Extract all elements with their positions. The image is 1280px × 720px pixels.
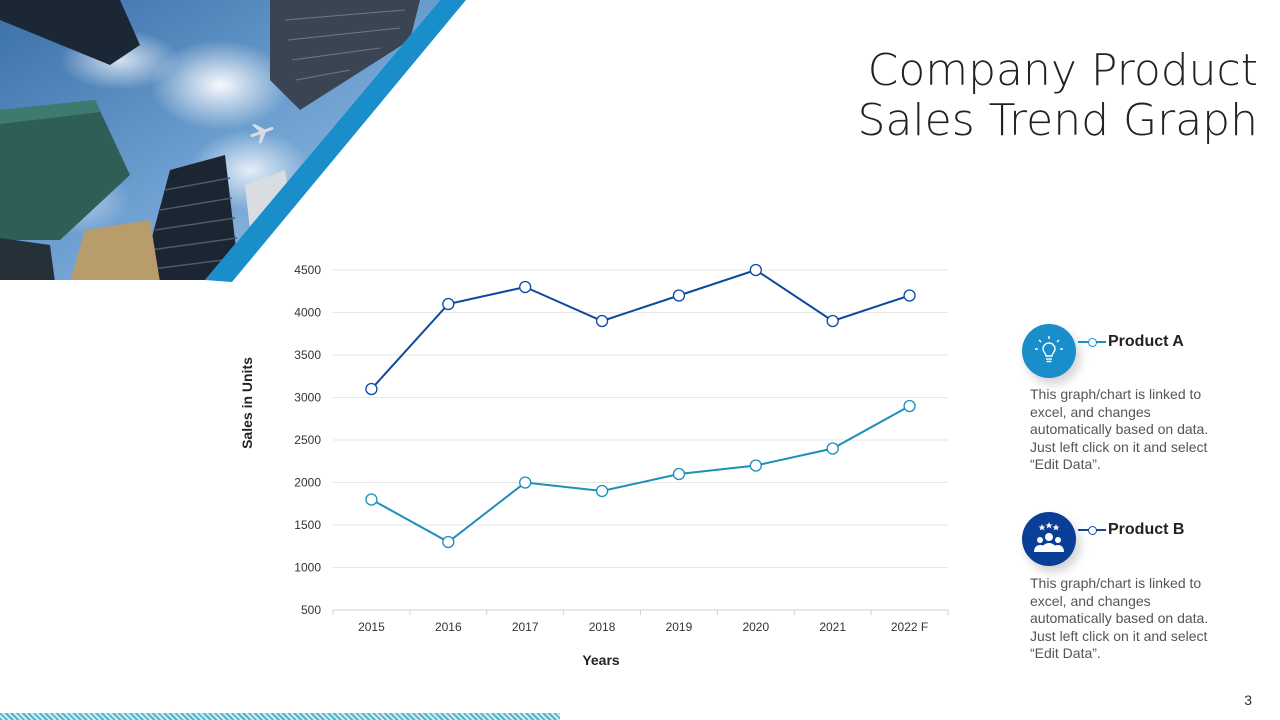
legend-description-product-a: This graph/chart is linked to excel, and… [1030, 386, 1230, 474]
data-point [903, 289, 916, 302]
data-point [749, 459, 762, 472]
x-tick-label: 2015 [358, 620, 385, 634]
legend-marker-product-b [1088, 526, 1097, 535]
legend-description-line: This graph/chart is linked to [1030, 386, 1202, 402]
chart-series [365, 263, 916, 549]
page-title: Company Product Sales Trend Graph [698, 46, 1258, 146]
legend-name-product-b: Product B [1108, 521, 1185, 538]
data-point [749, 263, 762, 277]
legend-description-line: “Edit Data”. [1030, 645, 1101, 661]
legend-description-line: Just left click on it and select [1030, 438, 1208, 455]
x-tick-label: 2022 F [891, 620, 928, 634]
data-point [595, 484, 609, 498]
legend-description-line: automatically based on data. [1030, 421, 1209, 437]
y-tick-label: 1000 [294, 561, 321, 575]
legend-description-line: “Edit Data”. [1030, 456, 1101, 472]
data-point [826, 442, 839, 455]
sales-trend-chart[interactable]: 500 1000 1500 2000 2500 3000 3500 4000 4500 2015… [230, 255, 970, 675]
legend-marker-product-a [1088, 338, 1097, 347]
y-tick-label: 500 [301, 603, 321, 617]
x-tick-label: 2018 [589, 620, 616, 634]
team-stars-icon [1022, 512, 1076, 566]
y-tick-label: 3000 [294, 391, 321, 405]
legend-description-line: This graph/chart is linked to [1030, 575, 1202, 591]
title-line-2: Sales Trend Graph [857, 95, 1258, 146]
series-product-b [365, 399, 916, 549]
data-point [519, 280, 532, 294]
y-tick-label: 2500 [294, 433, 321, 447]
decorative-bottom-strip [0, 713, 560, 720]
data-point [365, 493, 378, 506]
data-point [519, 476, 532, 489]
data-point [903, 399, 916, 413]
x-axis-label: Years [582, 652, 620, 668]
data-point [365, 382, 378, 396]
y-tick-label: 2000 [294, 476, 321, 490]
data-point [442, 535, 455, 549]
legend-description-line: automatically based on data. [1030, 610, 1209, 626]
data-point [595, 314, 609, 328]
data-point [442, 297, 455, 311]
chart-gridlines [333, 269, 948, 568]
page-number: 3 [1244, 692, 1252, 708]
x-tick-label: 2016 [435, 620, 462, 634]
y-axis-label: Sales in Units [239, 357, 255, 449]
x-axis [332, 609, 949, 615]
x-tick-label: 2019 [666, 620, 693, 634]
legend-description-line: excel, and changes [1030, 592, 1151, 609]
series-line [370, 405, 911, 544]
legend-description-line: excel, and changes [1030, 403, 1151, 420]
y-tick-label: 4000 [294, 306, 321, 320]
x-tick-label: 2021 [819, 620, 846, 634]
x-tick-label: 2017 [512, 620, 539, 634]
legend-description-line: Just left click on it and select [1030, 627, 1208, 644]
series-product-a [365, 263, 916, 396]
title-line-1: Company Product [867, 45, 1258, 96]
legend-name-product-a: Product A [1108, 333, 1184, 350]
series-line [370, 268, 910, 390]
data-point [672, 289, 686, 302]
y-tick-label: 3500 [294, 348, 321, 362]
data-point [826, 314, 839, 328]
lightbulb-icon [1022, 324, 1076, 378]
x-tick-label: 2020 [742, 620, 769, 634]
skyscraper-photo [0, 0, 466, 282]
data-point [672, 467, 686, 481]
y-tick-label: 1500 [294, 518, 321, 532]
y-axis-ticks: 500 1000 1500 2000 2500 3000 3500 4000 4500 [294, 263, 321, 617]
x-axis-ticks: 2015 2016 2017 2018 2019 2020 2021 2022 F [358, 620, 928, 634]
legend-description-product-b: This graph/chart is linked to excel, and… [1030, 575, 1230, 663]
y-tick-label: 4500 [294, 263, 321, 277]
